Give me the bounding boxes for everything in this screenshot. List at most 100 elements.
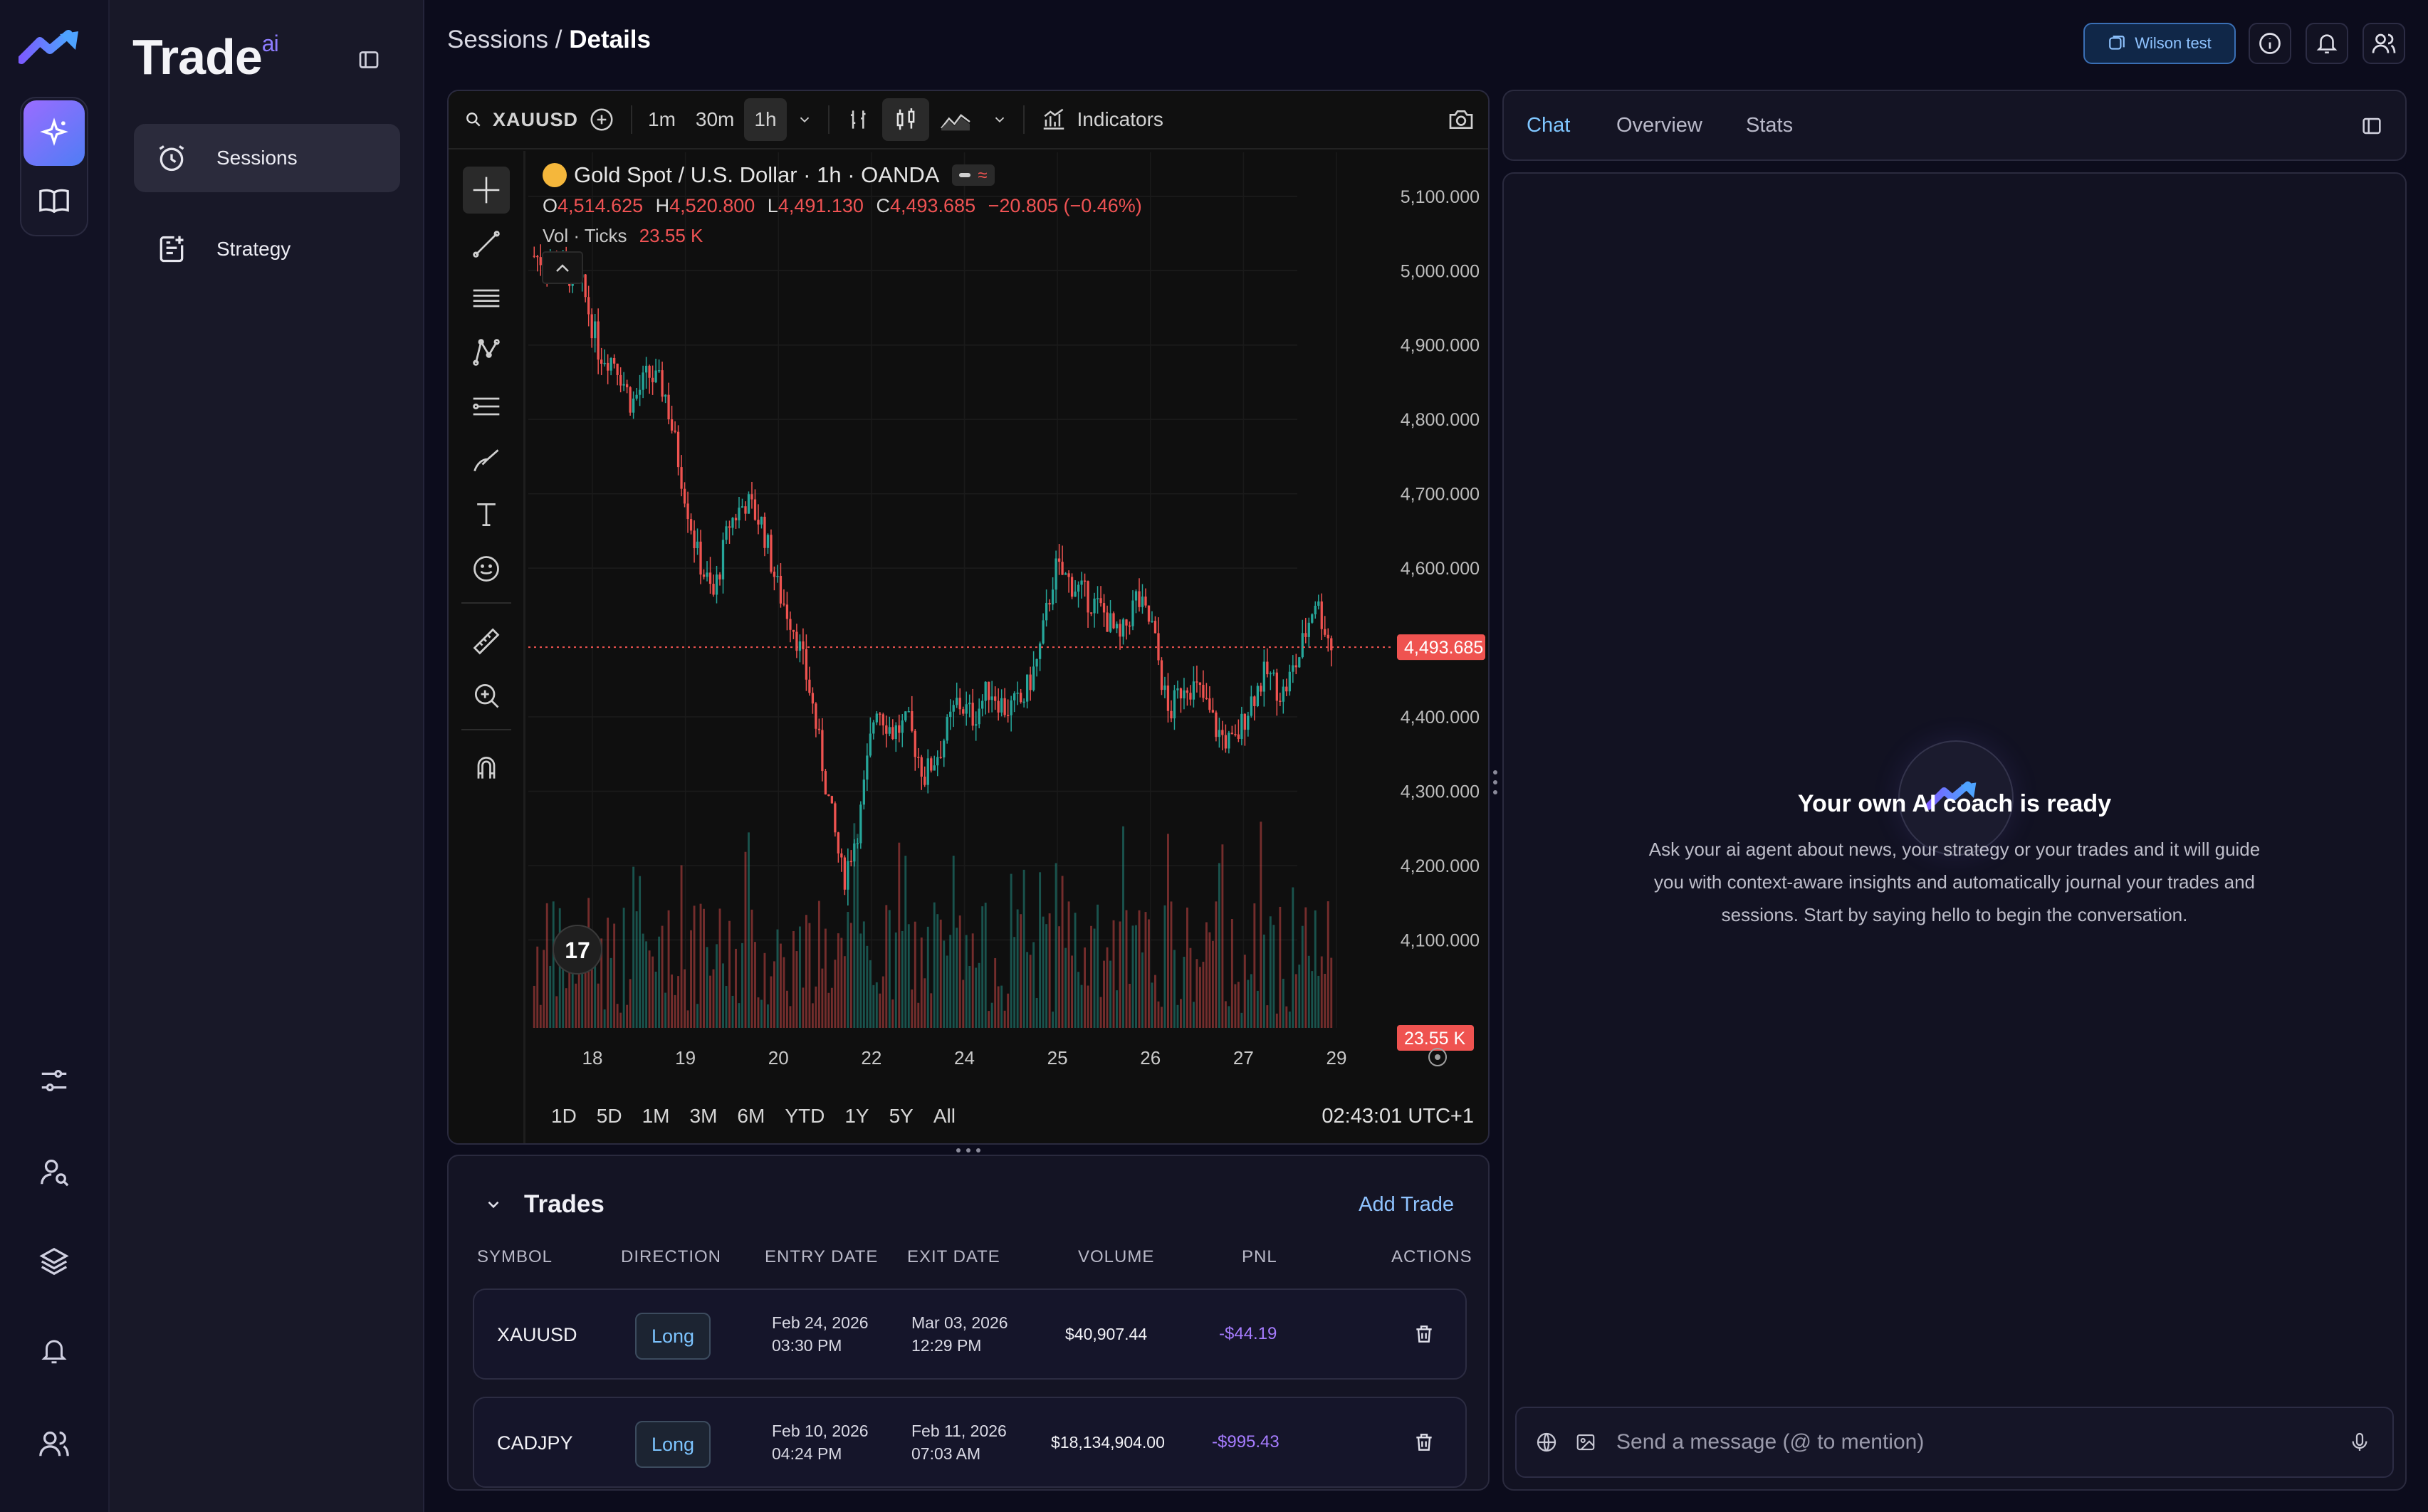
pattern-tool[interactable] [463,329,510,376]
range-1y[interactable]: 1Y [844,1105,869,1127]
range-1d[interactable]: 1D [551,1105,577,1127]
trade-row[interactable]: XAUUSD Long Feb 24, 2026 03:30 PM Mar 03,… [473,1288,1467,1380]
sidebar-item-strategy[interactable]: Strategy [134,215,400,283]
image-icon[interactable] [1575,1432,1596,1453]
symbol-search[interactable]: XAUUSD [464,109,578,131]
range-5d[interactable]: 5D [596,1105,622,1127]
indicators-button[interactable]: Indicators [1030,98,1173,141]
volume-bar [1052,1012,1055,1028]
vertical-resize-handle[interactable] [1491,770,1500,807]
candle-body [1228,733,1230,749]
zoom-tool[interactable] [463,672,510,719]
interval-1m[interactable]: 1m [648,108,676,130]
price-axis[interactable]: 5,100.000 5,000.000 4,900.000 4,800.000 4,70… [1401,187,1480,951]
candle-body [1147,605,1151,622]
area-style-button[interactable] [929,98,982,141]
measure-tool[interactable] [463,618,510,665]
chevron-down-icon[interactable] [484,1195,503,1214]
toolbar-divider [827,105,830,134]
tradingview-logo[interactable]: 17 [553,925,602,975]
user-account-button[interactable]: Wilson test [2083,23,2236,64]
price-tick: 4,900.000 [1401,336,1480,356]
forecast-tool[interactable] [463,383,510,430]
magnet-tool[interactable] [463,745,510,792]
ai-mode-button[interactable] [23,100,85,166]
sidebar-item-sessions[interactable]: Sessions [134,124,400,192]
sidebar-toggle-icon[interactable] [356,47,382,73]
range-3m[interactable]: 3M [689,1105,718,1127]
last-price-badge [1397,634,1485,661]
pattern-icon [473,339,500,366]
breadcrumb-parent[interactable]: Sessions [447,26,549,53]
trend-line-tool[interactable] [463,221,510,268]
candle-body [1272,672,1275,674]
info-button[interactable] [2249,23,2291,64]
chart-clock[interactable]: 02:43:01 UTC+1 [1322,1105,1474,1128]
range-5y[interactable]: 5Y [889,1105,914,1127]
microphone-icon[interactable] [2348,1431,2371,1454]
strategy-icon [155,233,188,266]
journal-mode-button[interactable] [23,169,85,232]
range-1m[interactable]: 1M [642,1105,670,1127]
fib-retracement-tool[interactable] [463,275,510,322]
volume-bar [1186,907,1188,1028]
volume-bar [1228,1006,1230,1028]
candle-body [686,503,689,520]
message-input[interactable]: Send a message (@ to mention) [1616,1430,1925,1454]
candle-body [988,681,990,700]
range-all[interactable]: All [933,1105,956,1127]
volume-bar [1262,934,1265,1028]
time-axis[interactable]: 18 19 20 22 24 25 26 27 29 [582,1047,1347,1069]
tab-chat[interactable]: Chat [1527,114,1571,137]
candle-body [1166,685,1170,711]
candle-body [693,530,696,549]
trades-header[interactable]: Trades [484,1190,605,1219]
candle-body [706,572,708,577]
tab-stats[interactable]: Stats [1746,114,1794,137]
time-tick: 25 [1047,1047,1068,1069]
team-button[interactable] [2362,23,2405,64]
layers-button[interactable] [28,1236,80,1287]
trade-row[interactable]: CADJPY Long Feb 10, 2026 04:24 PM Feb 11,… [473,1397,1467,1488]
candle-style-button[interactable] [881,98,929,141]
notifications-button[interactable] [2306,23,2348,64]
price-chart[interactable]: 5,100.000 5,000.000 4,900.000 4,800.000 4,70… [528,152,1490,1085]
symbol-input[interactable]: XAUUSD [492,108,578,130]
volume-bar [1071,955,1074,1028]
candle-body [990,696,993,700]
snapshot-button[interactable] [1445,105,1477,139]
add-trade-button[interactable]: Add Trade [1359,1193,1454,1216]
brush-tool[interactable] [463,437,510,484]
settings-sliders-button[interactable] [28,1055,80,1106]
user-search-button[interactable] [28,1146,80,1197]
text-tool[interactable] [463,491,510,538]
candle-body [1163,685,1166,691]
chart-type-dropdown[interactable] [982,98,1017,141]
trash-icon[interactable] [1413,1431,1435,1454]
globe-icon[interactable] [1535,1431,1558,1454]
interval-dropdown[interactable] [787,98,822,141]
interval-30m[interactable]: 30m [695,108,735,130]
interval-1h[interactable]: 1h [744,98,787,141]
notifications-rail-button[interactable] [28,1325,80,1377]
candle-body [1007,715,1010,716]
bar-style-button[interactable] [835,98,882,141]
volume-bar [965,935,968,1028]
tab-overview[interactable]: Overview [1616,114,1702,137]
trash-icon[interactable] [1413,1323,1435,1345]
chart-settings-button[interactable] [1428,1048,1447,1066]
emoji-tool[interactable] [463,545,510,592]
smiley-icon [473,556,499,582]
compare-symbol-button[interactable] [578,98,625,141]
range-6m[interactable]: 6M [737,1105,765,1127]
logo-icon[interactable] [19,28,90,71]
volume-bar [1189,947,1192,1028]
panel-resize-handle[interactable] [951,1146,985,1155]
collapse-legend-button[interactable] [542,251,583,284]
crosshair-tool[interactable] [463,167,510,214]
range-ytd[interactable]: YTD [785,1105,825,1127]
candle-body [847,861,849,890]
brand-logo: Tradeai [132,29,279,85]
panel-toggle-icon[interactable] [2360,114,2384,138]
users-button[interactable] [28,1418,80,1469]
